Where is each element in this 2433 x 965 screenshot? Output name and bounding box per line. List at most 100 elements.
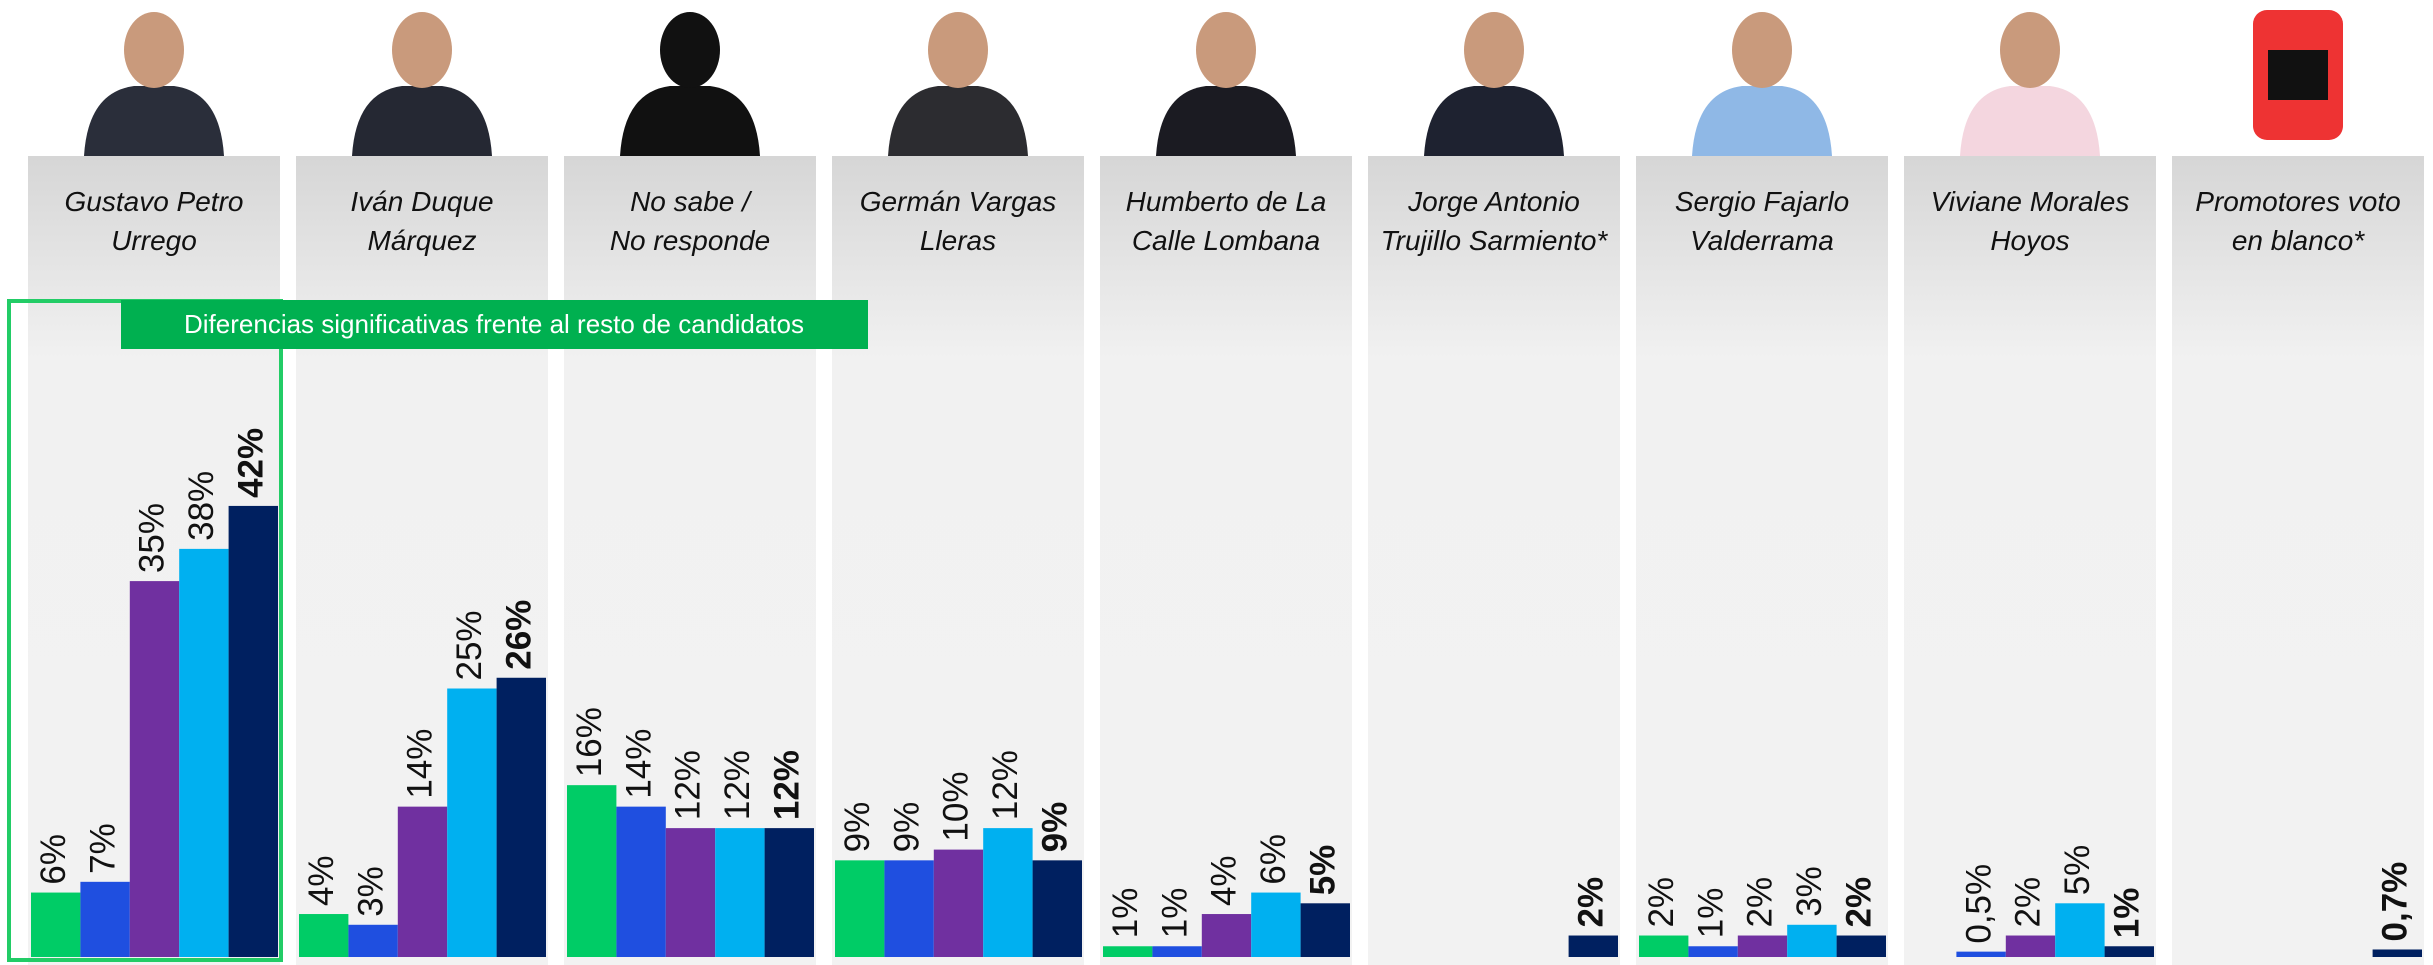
bar [2104,946,2154,957]
bar [2005,935,2056,957]
bar [1568,935,1618,957]
bar [1639,935,1689,957]
value-label: 38% [182,471,221,541]
bar [1836,935,1886,957]
portrait-body [1692,86,1832,156]
portrait-head [928,12,988,88]
value-label: 35% [133,503,172,573]
portrait-head [1464,12,1524,88]
value-label: 16% [570,707,609,777]
bar [397,806,448,957]
portrait-head [392,12,452,88]
value-label: 42% [232,428,271,498]
value-label: 7% [83,823,122,874]
bar [1956,951,2006,957]
value-label: 12% [986,750,1025,820]
bar [1251,892,1301,957]
value-label: 1% [1106,888,1145,939]
value-label: 12% [669,750,708,820]
value-label: 4% [1205,855,1244,906]
logo [2268,50,2328,100]
bar [129,581,180,957]
portrait-body [620,86,760,156]
candidate-name: Gustavo Petro Urrego [64,186,244,256]
bar [933,849,984,957]
bar [1300,903,1350,957]
value-label: 3% [1790,866,1829,917]
value-label: 2% [1642,877,1681,928]
bar [80,881,130,957]
value-label: 14% [619,729,658,799]
bar [764,828,814,957]
bar [715,828,765,957]
value-label: 2% [1741,877,1780,928]
panel [1100,156,1352,965]
bar [1737,935,1788,957]
bar [1688,946,1738,957]
value-label: 0,7% [2376,862,2415,942]
portrait-head [1196,12,1256,88]
portrait-head [124,12,184,88]
annotation-box [121,300,868,349]
value-label: 0,5% [1959,864,1998,944]
portrait-body [888,86,1028,156]
portrait-body [1960,86,2100,156]
value-label: 26% [500,600,539,670]
candidate-name: Promotores voto en blanco* [2195,186,2401,256]
value-label: 2% [1840,877,1879,928]
value-label: 5% [2058,845,2097,896]
value-label: 1% [1155,888,1194,939]
value-label: 9% [1036,802,1075,853]
portrait-body [84,86,224,156]
candidate-name: Sergio Fajarlo Valderrama [1674,186,1850,256]
value-label: 10% [937,772,976,842]
bar [228,505,278,957]
candidate-name: Germán Vargas Lleras [859,186,1057,256]
bar [2372,949,2422,957]
bar [348,924,398,957]
value-label: 9% [838,802,877,853]
annotation: Diferencias significativas frente al res… [184,309,804,339]
value-label: 6% [34,834,73,885]
bar [1032,860,1082,957]
bar [1103,946,1153,957]
value-label: 14% [401,729,440,799]
portrait-head [1732,12,1792,88]
portrait-body [352,86,492,156]
candidate-name: Iván Duque Márquez [350,186,494,256]
value-label: 1% [1691,888,1730,939]
bar [616,806,666,957]
bar [1787,924,1837,957]
bar [2055,903,2105,957]
panel [832,156,1084,965]
bar [567,785,617,957]
candidate-name: Viviane Morales Hoyos [1930,186,2130,256]
bar [447,688,497,957]
value-label: 3% [351,866,390,917]
value-label: 6% [1254,834,1293,885]
value-label: 1% [2108,888,2147,939]
value-label: 12% [768,750,807,820]
bar [983,828,1033,957]
bar [496,677,546,957]
value-label: 4% [302,855,341,906]
value-label: 25% [450,610,489,680]
panel [1636,156,1888,965]
panel [2172,156,2424,965]
value-label: 2% [2009,877,2048,928]
value-label: 2% [1572,877,1611,928]
panel [1368,156,1620,965]
bar [31,892,81,957]
value-label: 5% [1304,845,1343,896]
bar [665,828,716,957]
bar [179,548,229,957]
bar [835,860,885,957]
bar [299,914,349,957]
candidate-name: Humberto de La Calle Lombana [1125,186,1327,256]
portrait-head [660,12,720,88]
bar [1201,914,1252,957]
panel [1904,156,2156,965]
portrait-body [1156,86,1296,156]
